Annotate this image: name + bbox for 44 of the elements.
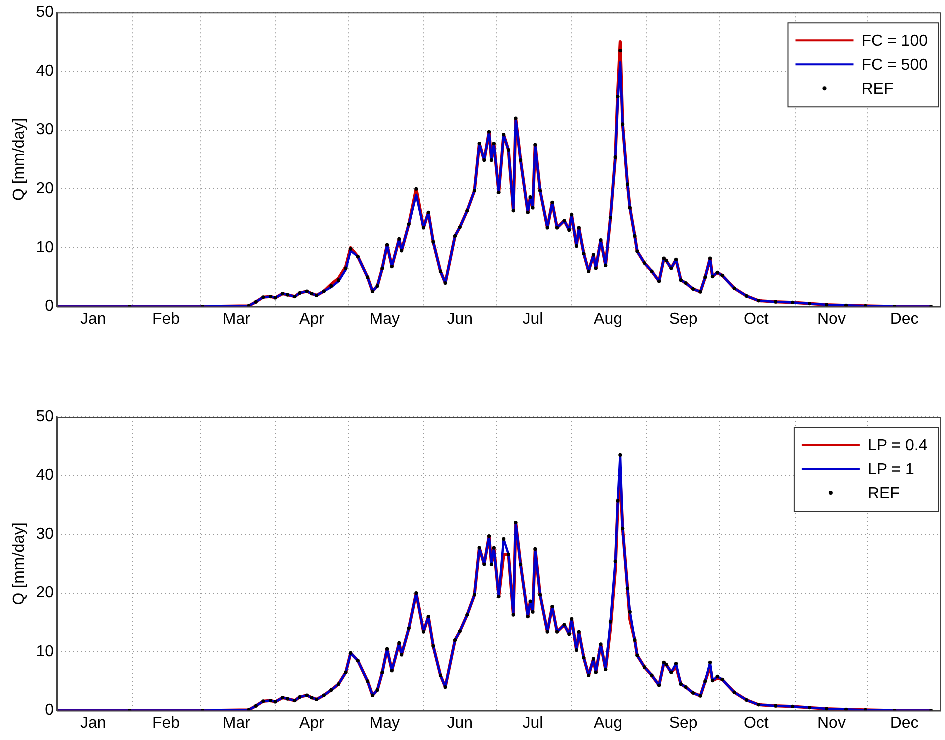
x-tick-label: Feb xyxy=(152,310,180,328)
y-tick-label: 20 xyxy=(36,180,54,198)
legend-label: LP = 1 xyxy=(868,461,914,478)
legend-label: LP = 0.4 xyxy=(868,437,928,454)
y-tick-label: 50 xyxy=(36,408,54,426)
x-tick-label: May xyxy=(370,310,400,328)
legend-label: REF xyxy=(868,485,900,502)
x-tick-label: Oct xyxy=(744,310,770,328)
y-tick-label: 10 xyxy=(36,239,54,256)
x-tick-label: Jun xyxy=(447,714,474,732)
x-tick-label: Sep xyxy=(669,714,698,732)
y-tick-label: 0 xyxy=(45,298,54,316)
x-tick-label: Jan xyxy=(80,714,106,732)
y-tick-label: 40 xyxy=(36,62,54,80)
x-tick-label: Feb xyxy=(152,714,180,732)
x-tick-label: Sep xyxy=(669,310,698,328)
x-tick-label: Oct xyxy=(744,714,770,732)
y-tick-label: 30 xyxy=(36,526,54,543)
legend-label: FC = 100 xyxy=(862,33,928,50)
x-tick-label: Dec xyxy=(890,310,919,328)
x-tick-label: Aug xyxy=(594,310,623,328)
x-tick-label: Nov xyxy=(817,310,846,328)
x-tick-label: Jul xyxy=(522,310,544,328)
x-tick-label: Jun xyxy=(447,310,474,328)
y-tick-label: 30 xyxy=(36,122,54,139)
y-tick-label: 40 xyxy=(36,467,54,484)
x-tick-label: Jan xyxy=(80,310,106,328)
x-tick-label: Dec xyxy=(890,714,919,732)
legend-label: REF xyxy=(862,81,894,98)
x-tick-label: Nov xyxy=(817,714,846,732)
y-tick-label: 20 xyxy=(36,584,54,602)
x-tick-label: Apr xyxy=(300,310,326,328)
y-tick-label: 10 xyxy=(36,643,54,660)
y-axis-title: Q [mm/day] xyxy=(11,118,28,202)
x-tick-label: Jul xyxy=(522,714,544,732)
y-axis-title: Q [mm/day] xyxy=(11,522,28,606)
legend-label: FC = 500 xyxy=(862,57,928,74)
x-tick-label: Aug xyxy=(594,714,623,732)
x-tick-label: Mar xyxy=(222,310,252,328)
x-tick-label: Mar xyxy=(222,714,252,732)
x-tick-label: May xyxy=(370,714,400,732)
y-tick-label: 0 xyxy=(45,702,54,720)
x-tick-label: Apr xyxy=(300,714,326,732)
y-tick-label: 50 xyxy=(36,4,54,22)
